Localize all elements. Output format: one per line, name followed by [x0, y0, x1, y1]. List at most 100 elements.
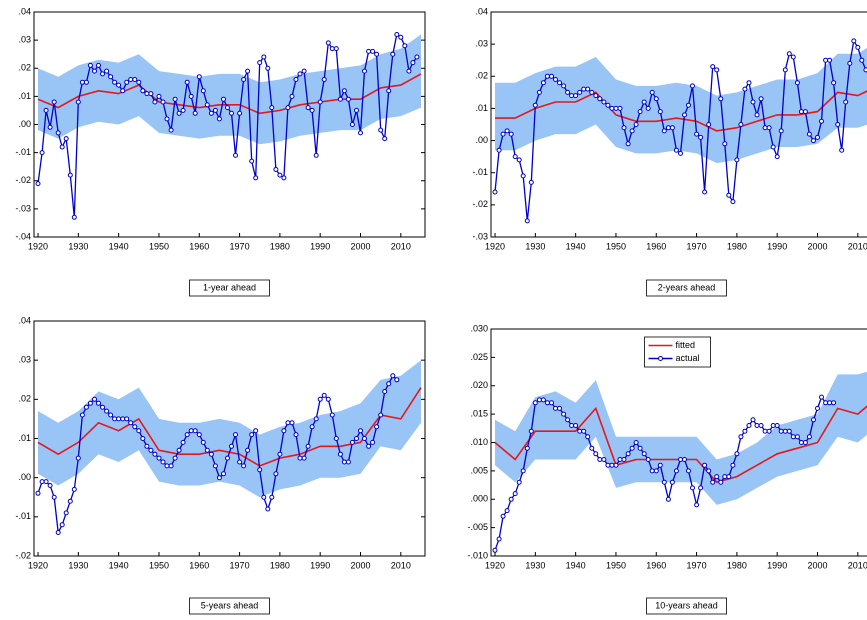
- data-point: [374, 424, 380, 430]
- data-point: [629, 445, 635, 451]
- data-point: [313, 152, 319, 158]
- data-point: [83, 404, 89, 410]
- data-point: [718, 479, 724, 485]
- data-point: [277, 172, 283, 178]
- data-point: [116, 82, 122, 88]
- data-point: [678, 150, 683, 156]
- y-tick-label: -.03: [472, 231, 488, 241]
- data-point: [637, 109, 643, 115]
- data-point: [710, 479, 716, 485]
- data-point: [492, 189, 498, 195]
- data-point: [770, 423, 776, 428]
- y-tick-label: .025: [470, 352, 488, 362]
- data-point: [75, 455, 81, 461]
- data-point: [301, 455, 307, 461]
- data-point: [132, 424, 138, 430]
- data-point: [289, 420, 295, 426]
- data-point: [661, 128, 667, 134]
- data-point: [136, 428, 142, 434]
- data-point: [386, 381, 392, 387]
- data-point: [233, 432, 238, 438]
- data-point: [738, 122, 744, 127]
- x-tick-label: 1940: [109, 241, 129, 251]
- data-point: [798, 109, 804, 115]
- data-point: [47, 483, 53, 488]
- data-point: [690, 83, 695, 89]
- x-tick-label: 1960: [646, 560, 666, 570]
- data-point: [553, 405, 558, 411]
- y-tick-label: .00: [18, 472, 31, 482]
- data-point: [686, 102, 691, 108]
- data-point: [698, 485, 704, 491]
- data-point: [649, 468, 655, 474]
- y-tick-label: .02: [18, 63, 31, 73]
- data-point: [673, 468, 679, 474]
- data-point: [349, 439, 355, 445]
- data-point: [168, 463, 174, 469]
- data-point: [786, 51, 792, 57]
- data-point: [249, 158, 255, 164]
- data-point: [831, 80, 837, 86]
- data-point: [762, 428, 768, 434]
- data-point: [855, 44, 861, 50]
- data-point: [613, 105, 619, 111]
- data-point: [790, 54, 796, 60]
- data-point: [621, 125, 627, 131]
- data-point: [261, 54, 267, 60]
- data-point: [378, 412, 384, 418]
- data-point: [378, 127, 384, 133]
- data-point: [714, 67, 720, 73]
- data-point: [144, 443, 150, 449]
- data-point: [233, 152, 238, 158]
- data-point: [782, 428, 788, 434]
- data-point: [414, 54, 420, 60]
- data-point: [766, 428, 772, 434]
- data-point: [508, 496, 514, 502]
- data-point: [92, 68, 97, 74]
- y-tick-label: .04: [18, 315, 31, 325]
- data-point: [337, 96, 343, 102]
- data-point: [366, 443, 372, 449]
- data-point: [245, 68, 251, 74]
- data-point: [257, 60, 263, 66]
- data-point: [754, 423, 760, 428]
- data-point: [794, 80, 800, 86]
- y-tick-label: .02: [475, 71, 488, 81]
- data-point: [333, 46, 339, 52]
- data-point: [653, 468, 659, 474]
- data-point: [188, 93, 194, 99]
- fitted-line: [37, 73, 422, 115]
- x-tick-label: 1970: [230, 560, 250, 570]
- x-tick-label: 2010: [848, 560, 867, 570]
- data-point: [544, 400, 550, 406]
- data-point: [839, 147, 845, 153]
- data-point: [621, 457, 627, 462]
- data-point: [253, 428, 259, 434]
- data-point: [237, 110, 243, 116]
- data-point: [253, 175, 259, 181]
- data-point: [152, 451, 158, 457]
- data-point: [561, 411, 567, 417]
- data-point: [738, 434, 744, 440]
- data-point: [362, 68, 367, 74]
- data-point: [786, 428, 792, 434]
- data-point: [180, 107, 186, 113]
- data-point: [540, 80, 546, 86]
- data-point: [128, 420, 134, 426]
- y-tick-label: .005: [470, 465, 488, 475]
- data-point: [317, 396, 323, 402]
- y-tick-label: -.01: [472, 167, 488, 177]
- data-point: [609, 462, 615, 468]
- data-point: [216, 116, 222, 122]
- data-point: [410, 60, 416, 66]
- data-point: [790, 434, 796, 440]
- confidence-band: [38, 34, 421, 145]
- data-point: [823, 57, 829, 63]
- plot-frame: [490, 11, 867, 238]
- data-point: [540, 397, 546, 403]
- data-point: [702, 462, 708, 468]
- caption-box: [646, 597, 727, 615]
- x-tick-label: 2000: [807, 560, 827, 570]
- data-point: [645, 105, 651, 111]
